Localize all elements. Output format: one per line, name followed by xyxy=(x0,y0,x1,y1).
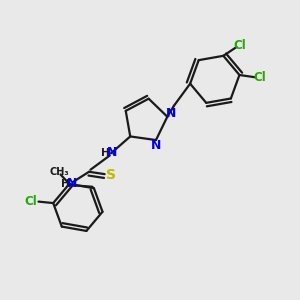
Text: Cl: Cl xyxy=(25,195,38,208)
Text: N: N xyxy=(151,139,161,152)
Text: N: N xyxy=(166,107,176,120)
Text: Cl: Cl xyxy=(254,71,266,84)
Text: S: S xyxy=(106,168,116,182)
Text: CH₃: CH₃ xyxy=(49,167,69,177)
Text: H: H xyxy=(101,148,110,158)
Text: N: N xyxy=(67,177,77,190)
Text: N: N xyxy=(107,146,117,159)
Text: Cl: Cl xyxy=(233,39,246,52)
Text: H: H xyxy=(61,178,70,189)
